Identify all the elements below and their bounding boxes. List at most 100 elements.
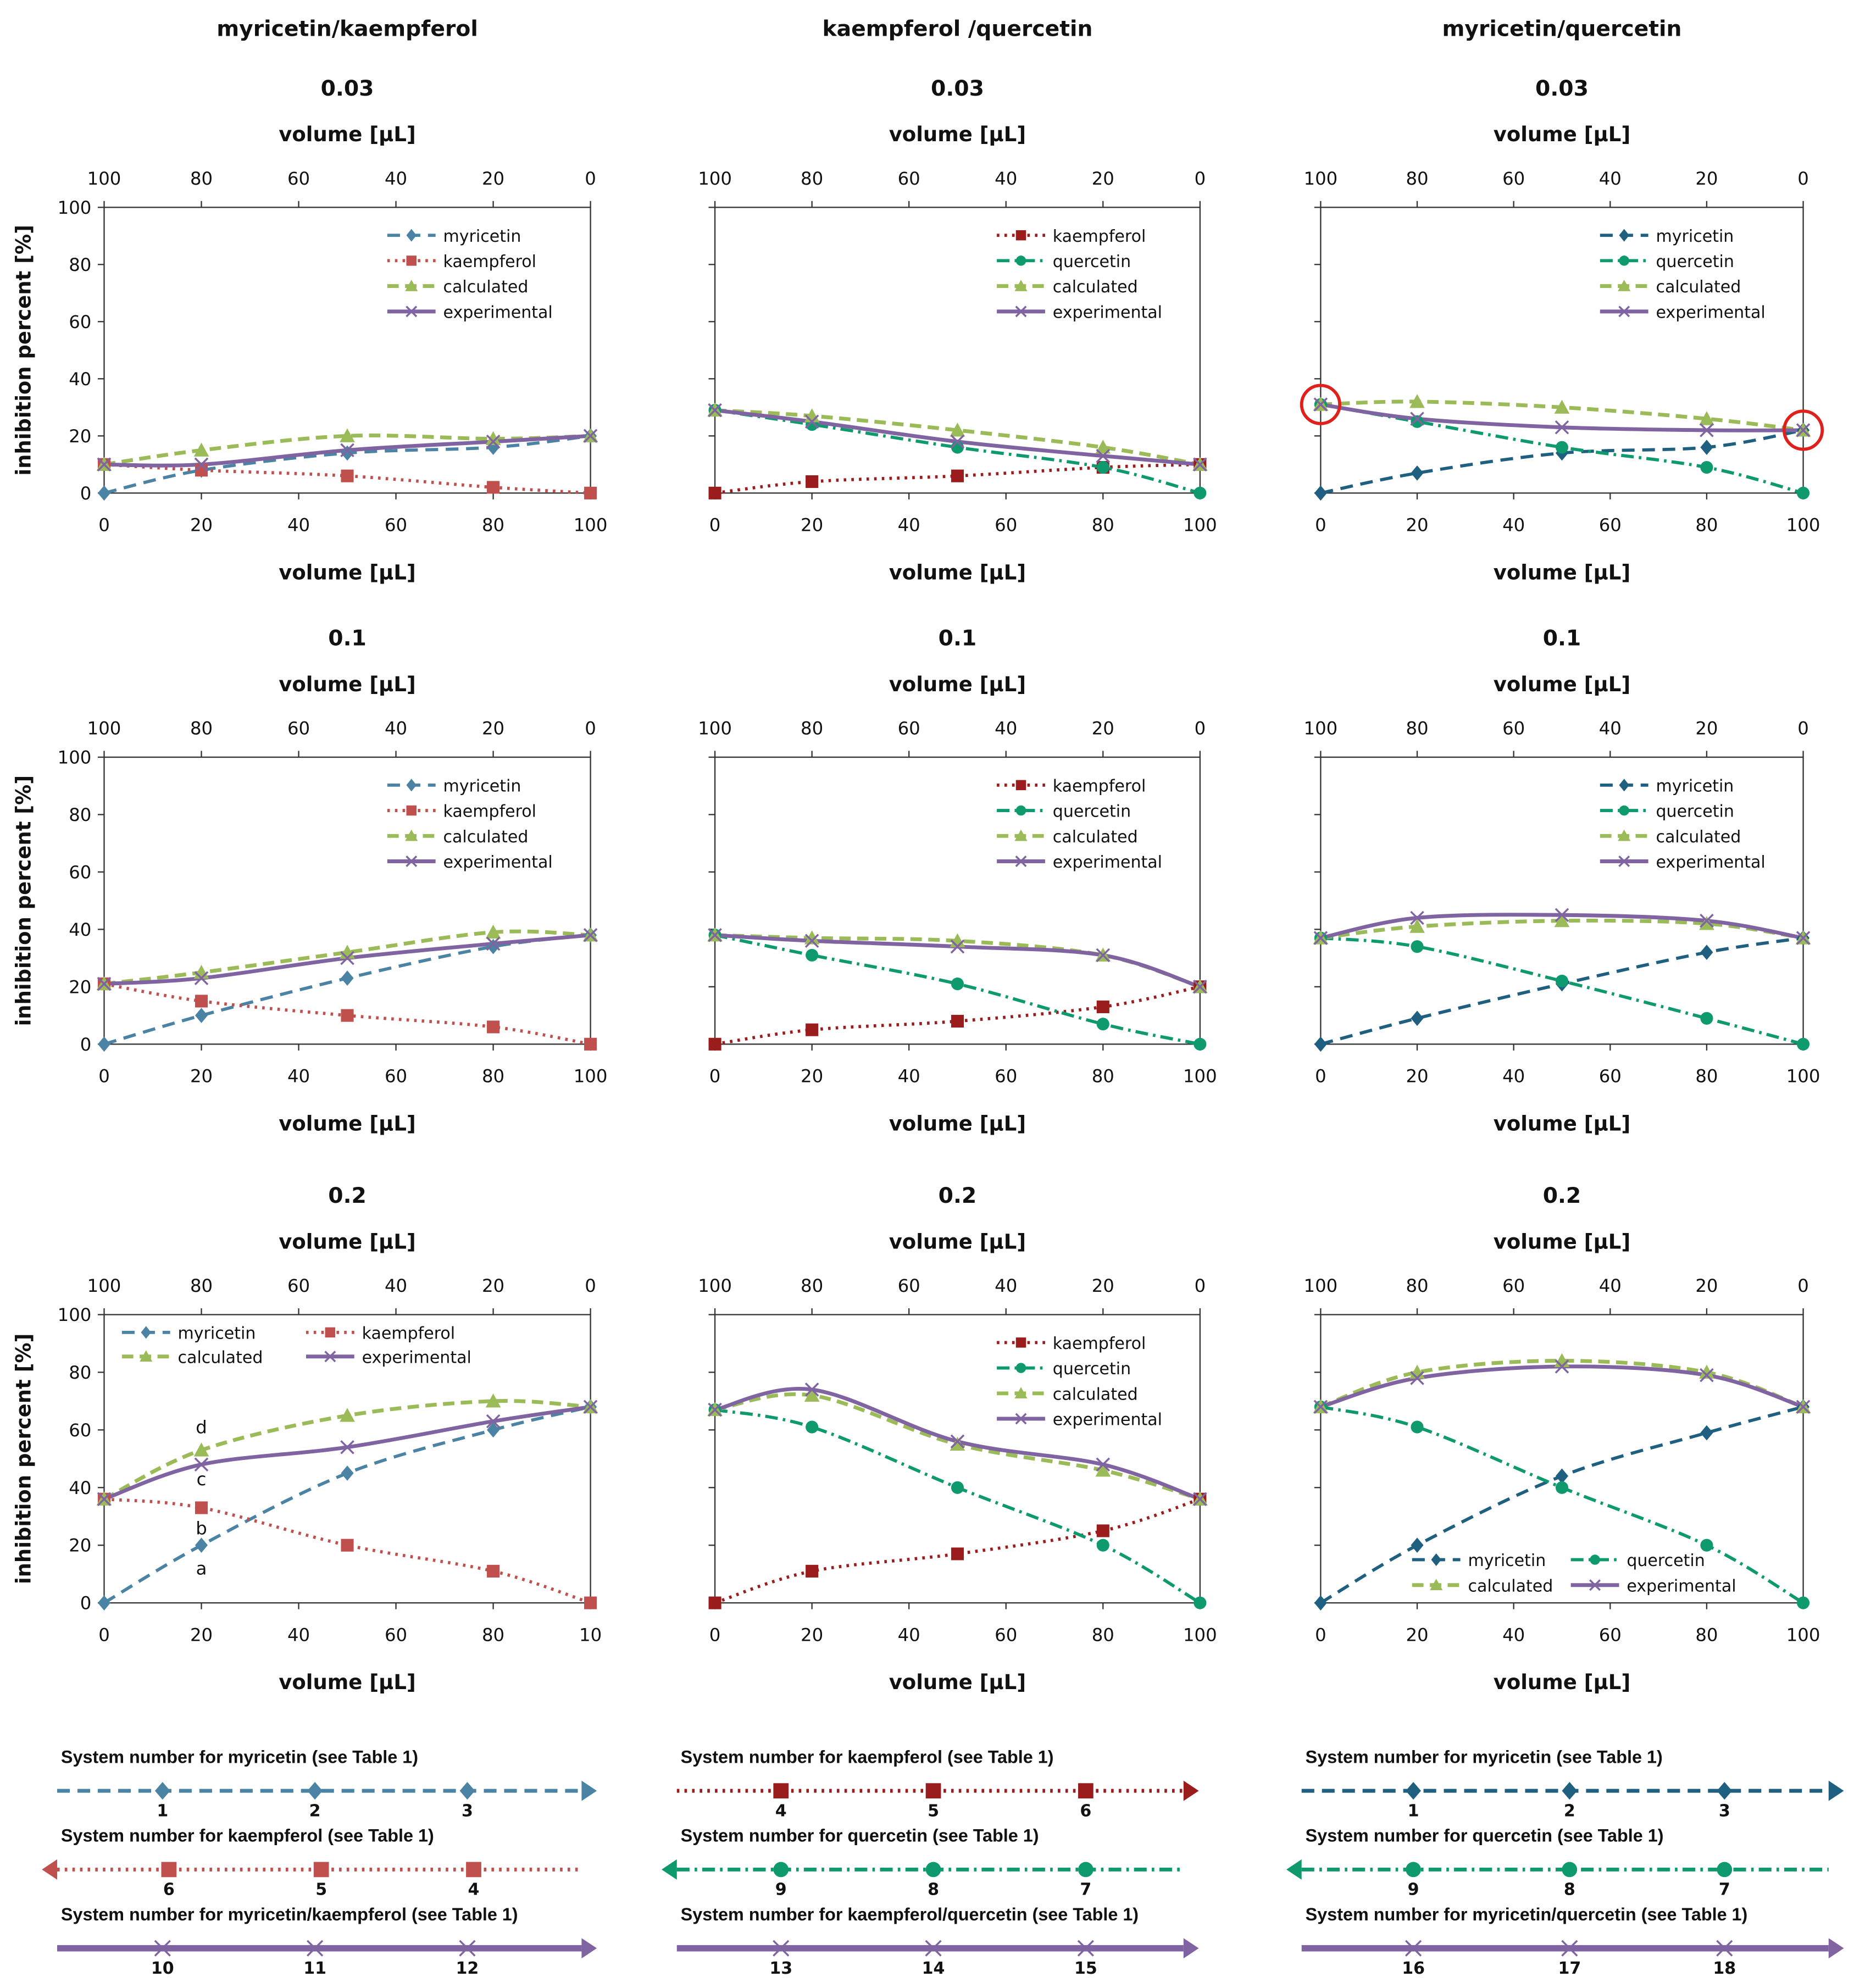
data-point-calculated (1554, 913, 1570, 928)
legend-marker-experimental (1618, 856, 1630, 867)
data-point-quercetin (1096, 460, 1109, 474)
system-number-marker (154, 1781, 170, 1800)
x2-tick-label: 100 (1304, 168, 1338, 189)
top-axis-label: volume [µL] (889, 123, 1026, 146)
data-point-experimental (1700, 913, 1714, 928)
x2-tick-label: 80 (1406, 718, 1428, 738)
legend-marker-kaempferol (325, 1327, 336, 1338)
data-point-experimental (708, 928, 722, 942)
system-number-label: System number for kaempferol/quercetin (… (681, 1904, 1139, 1924)
legend-marker-quercetin (1015, 1363, 1026, 1373)
y-tick-label: 20 (69, 1535, 91, 1556)
x2-tick-label: 0 (1797, 718, 1809, 738)
data-point-experimental (804, 1382, 819, 1397)
legend-marker-myricetin (1431, 1553, 1441, 1567)
data-point-quercetin (1096, 1539, 1109, 1552)
system-number: 6 (1080, 1801, 1091, 1820)
system-number: 6 (163, 1880, 175, 1900)
data-point-experimental (1313, 931, 1328, 945)
annotation-label: a (196, 1558, 207, 1579)
data-point-experimental (1796, 1400, 1811, 1414)
x2-tick-label: 60 (287, 1275, 310, 1296)
legend-marker-experimental (1589, 1579, 1601, 1591)
x-tick-label: 20 (190, 1066, 213, 1087)
data-point-myricetin (1314, 485, 1327, 501)
data-point-quercetin (1411, 1420, 1424, 1434)
system-number-marker (154, 1940, 171, 1957)
system-number-marker (466, 1862, 481, 1878)
x2-tick-label: 40 (1599, 718, 1622, 738)
legend-label: experimental (443, 853, 553, 872)
top-axis-label: volume [µL] (889, 673, 1026, 696)
bottom-axis-label: volume [µL] (1494, 1670, 1631, 1694)
x-tick-label: 40 (898, 515, 920, 536)
system-number: 9 (775, 1880, 787, 1900)
x2-tick-label: 0 (1195, 718, 1206, 738)
data-point-kaempferol (806, 1564, 819, 1578)
legend-label: experimental (1656, 303, 1765, 322)
x-tick-label: 0 (98, 1066, 110, 1087)
x-tick-label: 60 (385, 1624, 407, 1645)
y-tick-label: 80 (69, 1362, 91, 1383)
x2-tick-label: 80 (190, 718, 213, 738)
x2-tick-label: 40 (995, 718, 1017, 738)
y-tick-label: 40 (69, 919, 91, 940)
legend-marker-experimental (324, 1351, 336, 1363)
system-number: 4 (468, 1880, 480, 1900)
system-number-marker (925, 1940, 942, 1957)
x-tick-label: 60 (995, 515, 1017, 536)
top-axis-label: volume [µL] (889, 1230, 1026, 1253)
y-tick-label: 60 (69, 312, 91, 332)
x2-tick-label: 100 (87, 718, 121, 738)
arrowhead-icon (1828, 1780, 1844, 1801)
x2-tick-label: 0 (585, 718, 596, 738)
legend-label: myricetin (443, 776, 521, 796)
x-tick-label: 40 (287, 1066, 310, 1087)
data-point-experimental (97, 976, 112, 991)
system-number-marker (1717, 1781, 1733, 1800)
data-point-experimental (1096, 948, 1111, 963)
legend-marker-myricetin (141, 1326, 152, 1339)
system-number-label: System number for kaempferol (see Table … (61, 1826, 434, 1846)
data-point-calculated (340, 428, 355, 442)
data-point-experimental (804, 414, 819, 429)
annotation-label: b (196, 1518, 207, 1539)
y-tick-label: 60 (69, 1420, 91, 1441)
system-number-marker (1406, 1862, 1421, 1878)
system-number: 14 (922, 1959, 945, 1978)
data-point-experimental (1313, 1400, 1328, 1414)
legend-label: calculated (443, 277, 529, 297)
data-point-myricetin (1411, 1010, 1424, 1026)
x-tick-label: 60 (1599, 1066, 1622, 1087)
system-number: 18 (1713, 1959, 1736, 1978)
y-tick-label: 100 (58, 197, 92, 218)
x2-tick-label: 20 (482, 168, 504, 189)
legend-label: kaempferol (1053, 227, 1146, 246)
data-point-myricetin (97, 485, 111, 501)
top-axis-label: volume [µL] (279, 123, 416, 146)
legend-marker-experimental (1015, 856, 1027, 867)
system-number: 3 (1719, 1801, 1730, 1820)
legend-marker-quercetin (1619, 805, 1629, 816)
concentration-title: 0.2 (939, 1184, 977, 1208)
data-point-experimental (804, 934, 819, 948)
arrowhead-icon (1183, 1780, 1199, 1801)
legend-marker-myricetin (1619, 779, 1629, 792)
legend-label: calculated (178, 1348, 263, 1367)
data-point-experimental (1313, 397, 1328, 412)
x-tick-label: 10 (579, 1624, 602, 1645)
y-tick-label: 80 (69, 254, 91, 275)
data-point-quercetin (1555, 441, 1569, 454)
x-tick-label: 40 (1502, 1066, 1525, 1087)
plot-frame (103, 756, 591, 1045)
legend-marker-calculated (1430, 1579, 1443, 1590)
system-number: 12 (456, 1959, 479, 1978)
chart-panel-8 (1314, 1308, 1805, 1609)
legend-marker-calculated (405, 829, 418, 841)
x2-tick-label: 100 (87, 1275, 121, 1296)
legend-label: calculated (443, 828, 529, 847)
legend-label: kaempferol (1053, 776, 1146, 796)
y-tick-label: 40 (69, 1478, 91, 1498)
series-line-kaempferol (104, 1497, 591, 1604)
x2-tick-label: 80 (190, 168, 213, 189)
